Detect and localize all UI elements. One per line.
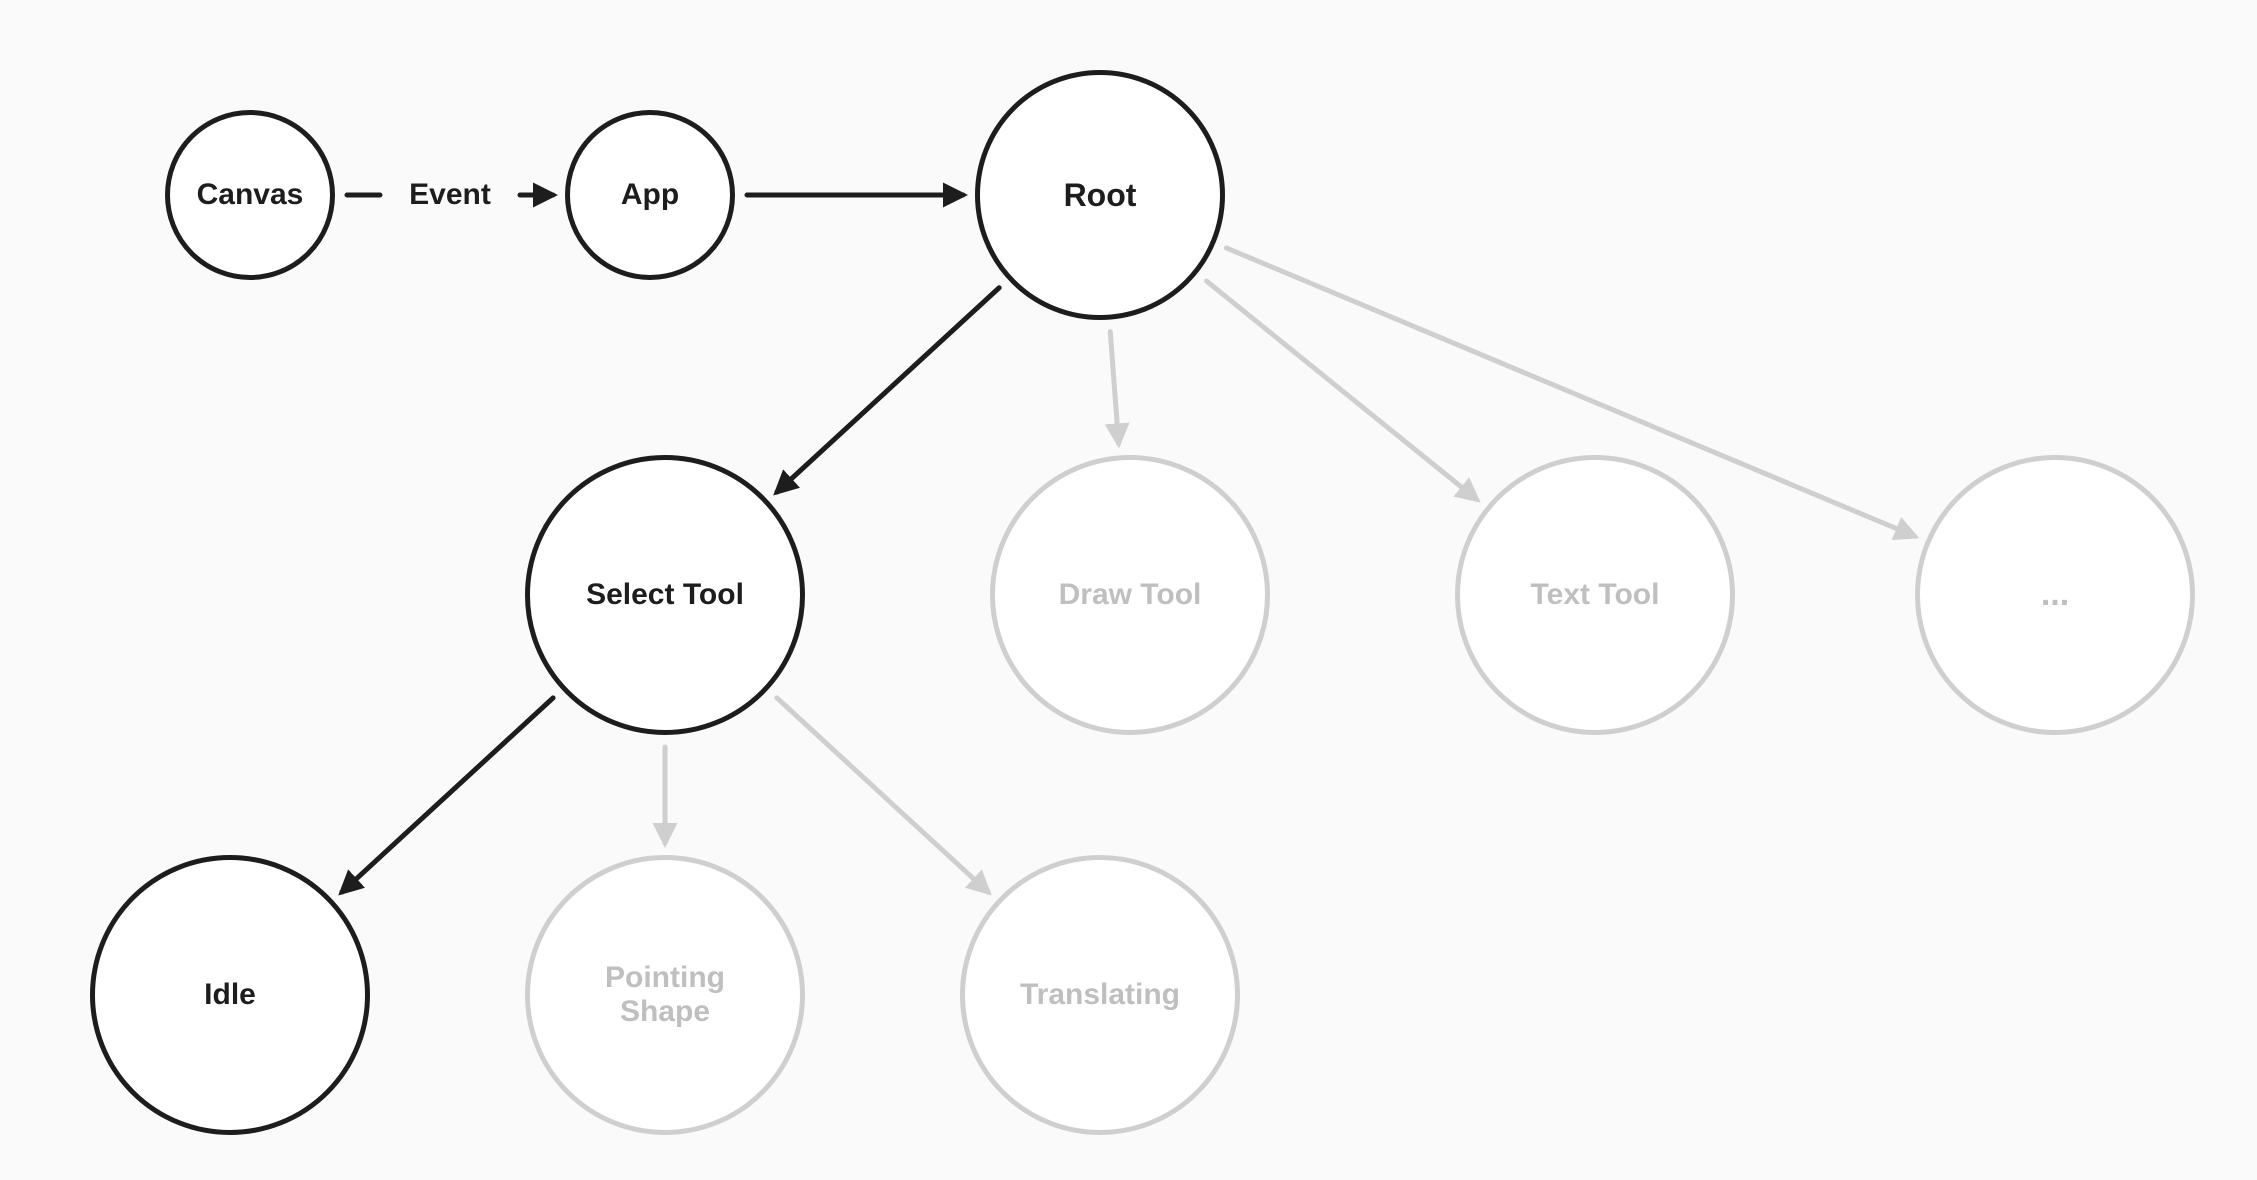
edge-select-idle — [342, 698, 553, 892]
node-label-canvas: Canvas — [197, 178, 304, 213]
node-label-translating: Translating — [1020, 978, 1180, 1013]
node-label-root: Root — [1064, 177, 1137, 214]
node-app: App — [565, 110, 735, 280]
node-pointing: Pointing Shape — [525, 855, 805, 1135]
edge-label-canvas-app: Event — [409, 178, 491, 212]
edge-root-text — [1207, 281, 1477, 499]
node-select: Select Tool — [525, 455, 805, 735]
edge-root-draw — [1110, 332, 1118, 444]
node-label-select: Select Tool — [586, 578, 744, 613]
node-idle: Idle — [90, 855, 370, 1135]
node-draw: Draw Tool — [990, 455, 1270, 735]
diagram-stage: Canvas App Root Select Tool Draw Tool Text To… — [0, 0, 2257, 1180]
node-more: ... — [1915, 455, 2195, 735]
node-root: Root — [975, 70, 1225, 320]
node-translating: Translating — [960, 855, 1240, 1135]
node-canvas: Canvas — [165, 110, 335, 280]
node-label-draw: Draw Tool — [1059, 578, 1202, 613]
edge-select-translating — [777, 698, 988, 892]
node-label-more: ... — [2041, 575, 2069, 614]
node-label-text: Text Tool — [1531, 578, 1660, 613]
node-label-pointing: Pointing Shape — [605, 961, 725, 1030]
node-label-idle: Idle — [204, 978, 256, 1013]
node-label-app: App — [621, 178, 679, 213]
edge-root-select — [777, 288, 999, 492]
node-text: Text Tool — [1455, 455, 1735, 735]
